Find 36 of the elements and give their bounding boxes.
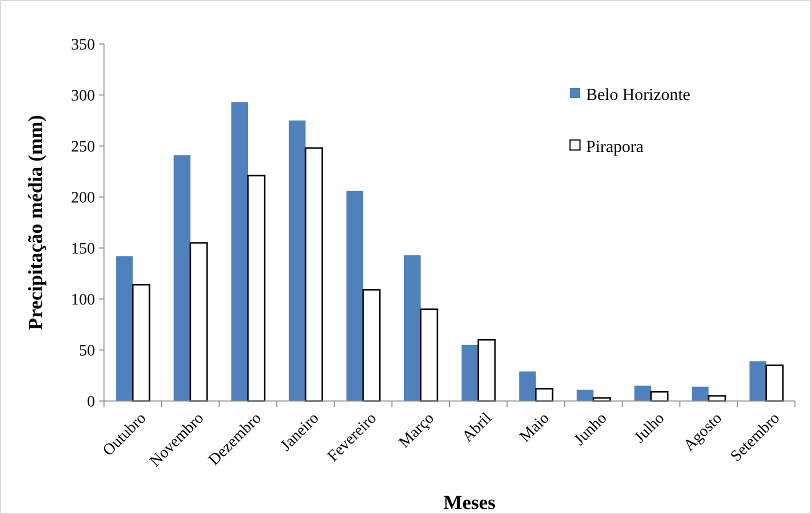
bar [304,147,323,402]
y-tick-label: 100 [71,292,95,309]
bar [247,174,266,402]
bar [478,339,496,402]
bar [190,242,208,402]
legend-label: Belo Horizonte [586,84,690,104]
bar [288,120,306,401]
bar [116,256,133,401]
bar [174,155,190,401]
bar [592,397,611,402]
bar [519,371,536,401]
bar [404,255,421,401]
bar [346,190,364,401]
y-tick-label: 200 [71,190,95,207]
bar [420,308,438,402]
y-tick-label: 300 [71,88,95,105]
y-axis-title: Precipitação média (mm) [25,114,47,330]
bar [576,390,594,401]
bar [634,386,652,401]
bar [132,284,150,402]
bar [650,391,668,402]
bar [231,102,248,401]
y-tick-label: 350 [71,36,95,54]
y-tick-label: 50 [79,342,95,360]
legend-label: Pirapora [586,136,644,156]
bar [692,386,709,401]
bar [765,364,784,402]
bar [362,289,381,402]
bar [708,395,726,402]
bar [535,388,554,402]
bar [750,361,766,401]
y-tick-label: 150 [71,240,95,258]
bar [462,344,478,401]
y-tick-label: 0 [87,394,95,411]
y-tick-label: 250 [71,138,95,156]
x-axis-title: Meses [443,492,496,514]
